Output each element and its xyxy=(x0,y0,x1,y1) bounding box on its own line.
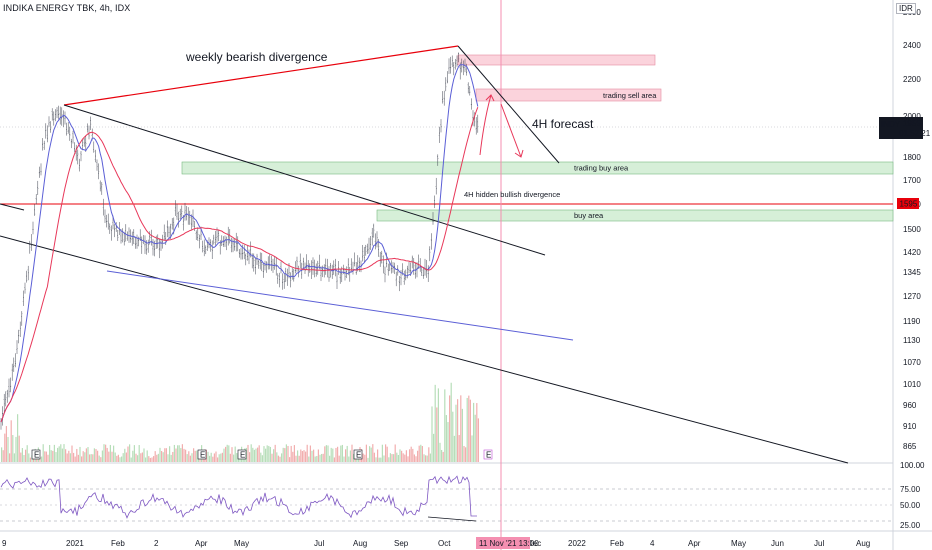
hidden-divergence-label[interactable]: 4H hidden bullish divergence xyxy=(464,190,560,199)
time-cursor-tag xyxy=(476,537,530,549)
last-price-countdown: 01:52:21 xyxy=(899,129,931,138)
buy-zone[interactable] xyxy=(376,209,894,222)
price-tick-label: 2400 xyxy=(903,41,921,50)
sell-area-label[interactable]: trading sell area xyxy=(603,91,657,100)
earnings-marker[interactable] xyxy=(31,449,41,460)
last-price-value: 1955 xyxy=(903,119,921,128)
earnings-marker-label: E xyxy=(486,451,491,460)
price-tick-label: 1500 xyxy=(903,225,921,234)
price-tick-label: 960 xyxy=(903,401,917,410)
marked-price-value: 1595 xyxy=(900,200,918,209)
rsi-tick-label: 100.00 xyxy=(900,461,925,470)
rsi-pane xyxy=(0,475,893,522)
price-tick-label: 1345 xyxy=(903,268,921,277)
earnings-markers: E E E E E xyxy=(31,449,493,460)
time-tick-label: 2022 xyxy=(568,539,586,548)
upper-channel-line[interactable] xyxy=(0,203,25,211)
price-tick-label: 1700 xyxy=(903,176,921,185)
time-tick-label: Jul xyxy=(814,539,824,548)
earnings-marker[interactable] xyxy=(353,449,363,460)
time-tick-label: 2021 xyxy=(66,539,84,548)
earnings-marker-label: E xyxy=(34,451,39,460)
price-tick-label: 1130 xyxy=(903,336,921,345)
fast-moving-average xyxy=(0,64,479,423)
symbol-title[interactable]: INDIKA ENERGY TBK, 4h, IDX xyxy=(3,3,131,13)
price-tick-label: 910 xyxy=(903,422,917,431)
rsi-tick-label: 75.00 xyxy=(900,485,921,494)
time-tick-label: Sep xyxy=(394,539,409,548)
time-tick-label: 4 xyxy=(650,539,655,548)
slow-moving-average xyxy=(0,107,479,423)
sell-zone-upper[interactable] xyxy=(457,54,656,66)
time-tick-label: May xyxy=(731,539,746,548)
buy-area-label[interactable]: buy area xyxy=(574,211,604,220)
support-trendline[interactable] xyxy=(106,270,574,341)
earnings-marker-label: E xyxy=(200,451,205,460)
time-tick-label: Dec xyxy=(527,539,541,548)
marked-price-tag xyxy=(897,198,919,209)
lower-channel-line[interactable] xyxy=(0,235,849,464)
time-tick-label: Aug xyxy=(856,539,870,548)
price-tick-label: 2000 xyxy=(903,112,921,121)
time-tick-label: Jun xyxy=(771,539,784,548)
forecast-label[interactable]: 4H forecast xyxy=(532,117,594,131)
time-cursor-label: 11 Nov '21 13:00 xyxy=(479,539,539,548)
time-tick-label: Feb xyxy=(111,539,125,548)
time-tick-label: Apr xyxy=(688,539,701,548)
earnings-marker[interactable] xyxy=(197,449,207,460)
time-tick-label: May xyxy=(234,539,249,548)
last-price-symbol: INDY xyxy=(881,120,901,129)
trading-buy-zone[interactable] xyxy=(181,161,894,175)
resistance-trendline[interactable] xyxy=(63,104,546,256)
currency-badge[interactable]: IDR xyxy=(896,3,916,14)
trading-sell-zone[interactable] xyxy=(475,88,662,102)
time-tick-label: Oct xyxy=(438,539,451,548)
price-tick-label: 1010 xyxy=(903,380,921,389)
price-tick-label: 1420 xyxy=(903,248,921,257)
time-tick-label: Apr xyxy=(195,539,208,548)
time-tick-label: 2 xyxy=(154,539,159,548)
price-tick-label: 1070 xyxy=(903,358,921,367)
earnings-marker-label: E xyxy=(240,451,245,460)
price-tick-label: 1270 xyxy=(903,292,921,301)
time-tick-label: 9 xyxy=(2,539,7,548)
price-tick-label: 2200 xyxy=(903,75,921,84)
earnings-marker[interactable] xyxy=(237,449,247,460)
rsi-line xyxy=(0,475,477,519)
price-tick-label: 1190 xyxy=(903,317,921,326)
rsi-axis: 100.00 75.00 50.00 25.00 xyxy=(900,461,925,530)
rsi-tick-label: 50.00 xyxy=(900,501,921,510)
forecast-arrows[interactable] xyxy=(479,94,524,158)
rsi-divergence-line[interactable] xyxy=(427,516,477,522)
weekly-divergence-label[interactable]: weekly bearish divergence xyxy=(185,50,328,64)
volume-bars xyxy=(1,382,479,462)
time-tick-label: Feb xyxy=(610,539,624,548)
price-tick-label: 1800 xyxy=(903,153,921,162)
price-tick-label: 865 xyxy=(903,442,917,451)
time-tick-label: Jul xyxy=(314,539,324,548)
price-axis[interactable]: 2600240022002000180017001600150014201345… xyxy=(903,8,921,451)
time-axis[interactable]: 9 2021 Feb 2 Apr May Jul Aug Sep Oct Dec 2022 Feb 4 Ap… xyxy=(2,539,870,548)
last-price-tag xyxy=(879,117,923,139)
rsi-tick-label: 25.00 xyxy=(900,521,921,530)
short-trendline[interactable] xyxy=(457,45,560,164)
earnings-marker-label: E xyxy=(356,451,361,460)
bearish-divergence-trendline[interactable] xyxy=(63,45,459,106)
trading-buy-label[interactable]: trading buy area xyxy=(574,164,629,173)
earnings-marker-upcoming[interactable] xyxy=(483,449,493,460)
time-tick-label: Aug xyxy=(353,539,367,548)
